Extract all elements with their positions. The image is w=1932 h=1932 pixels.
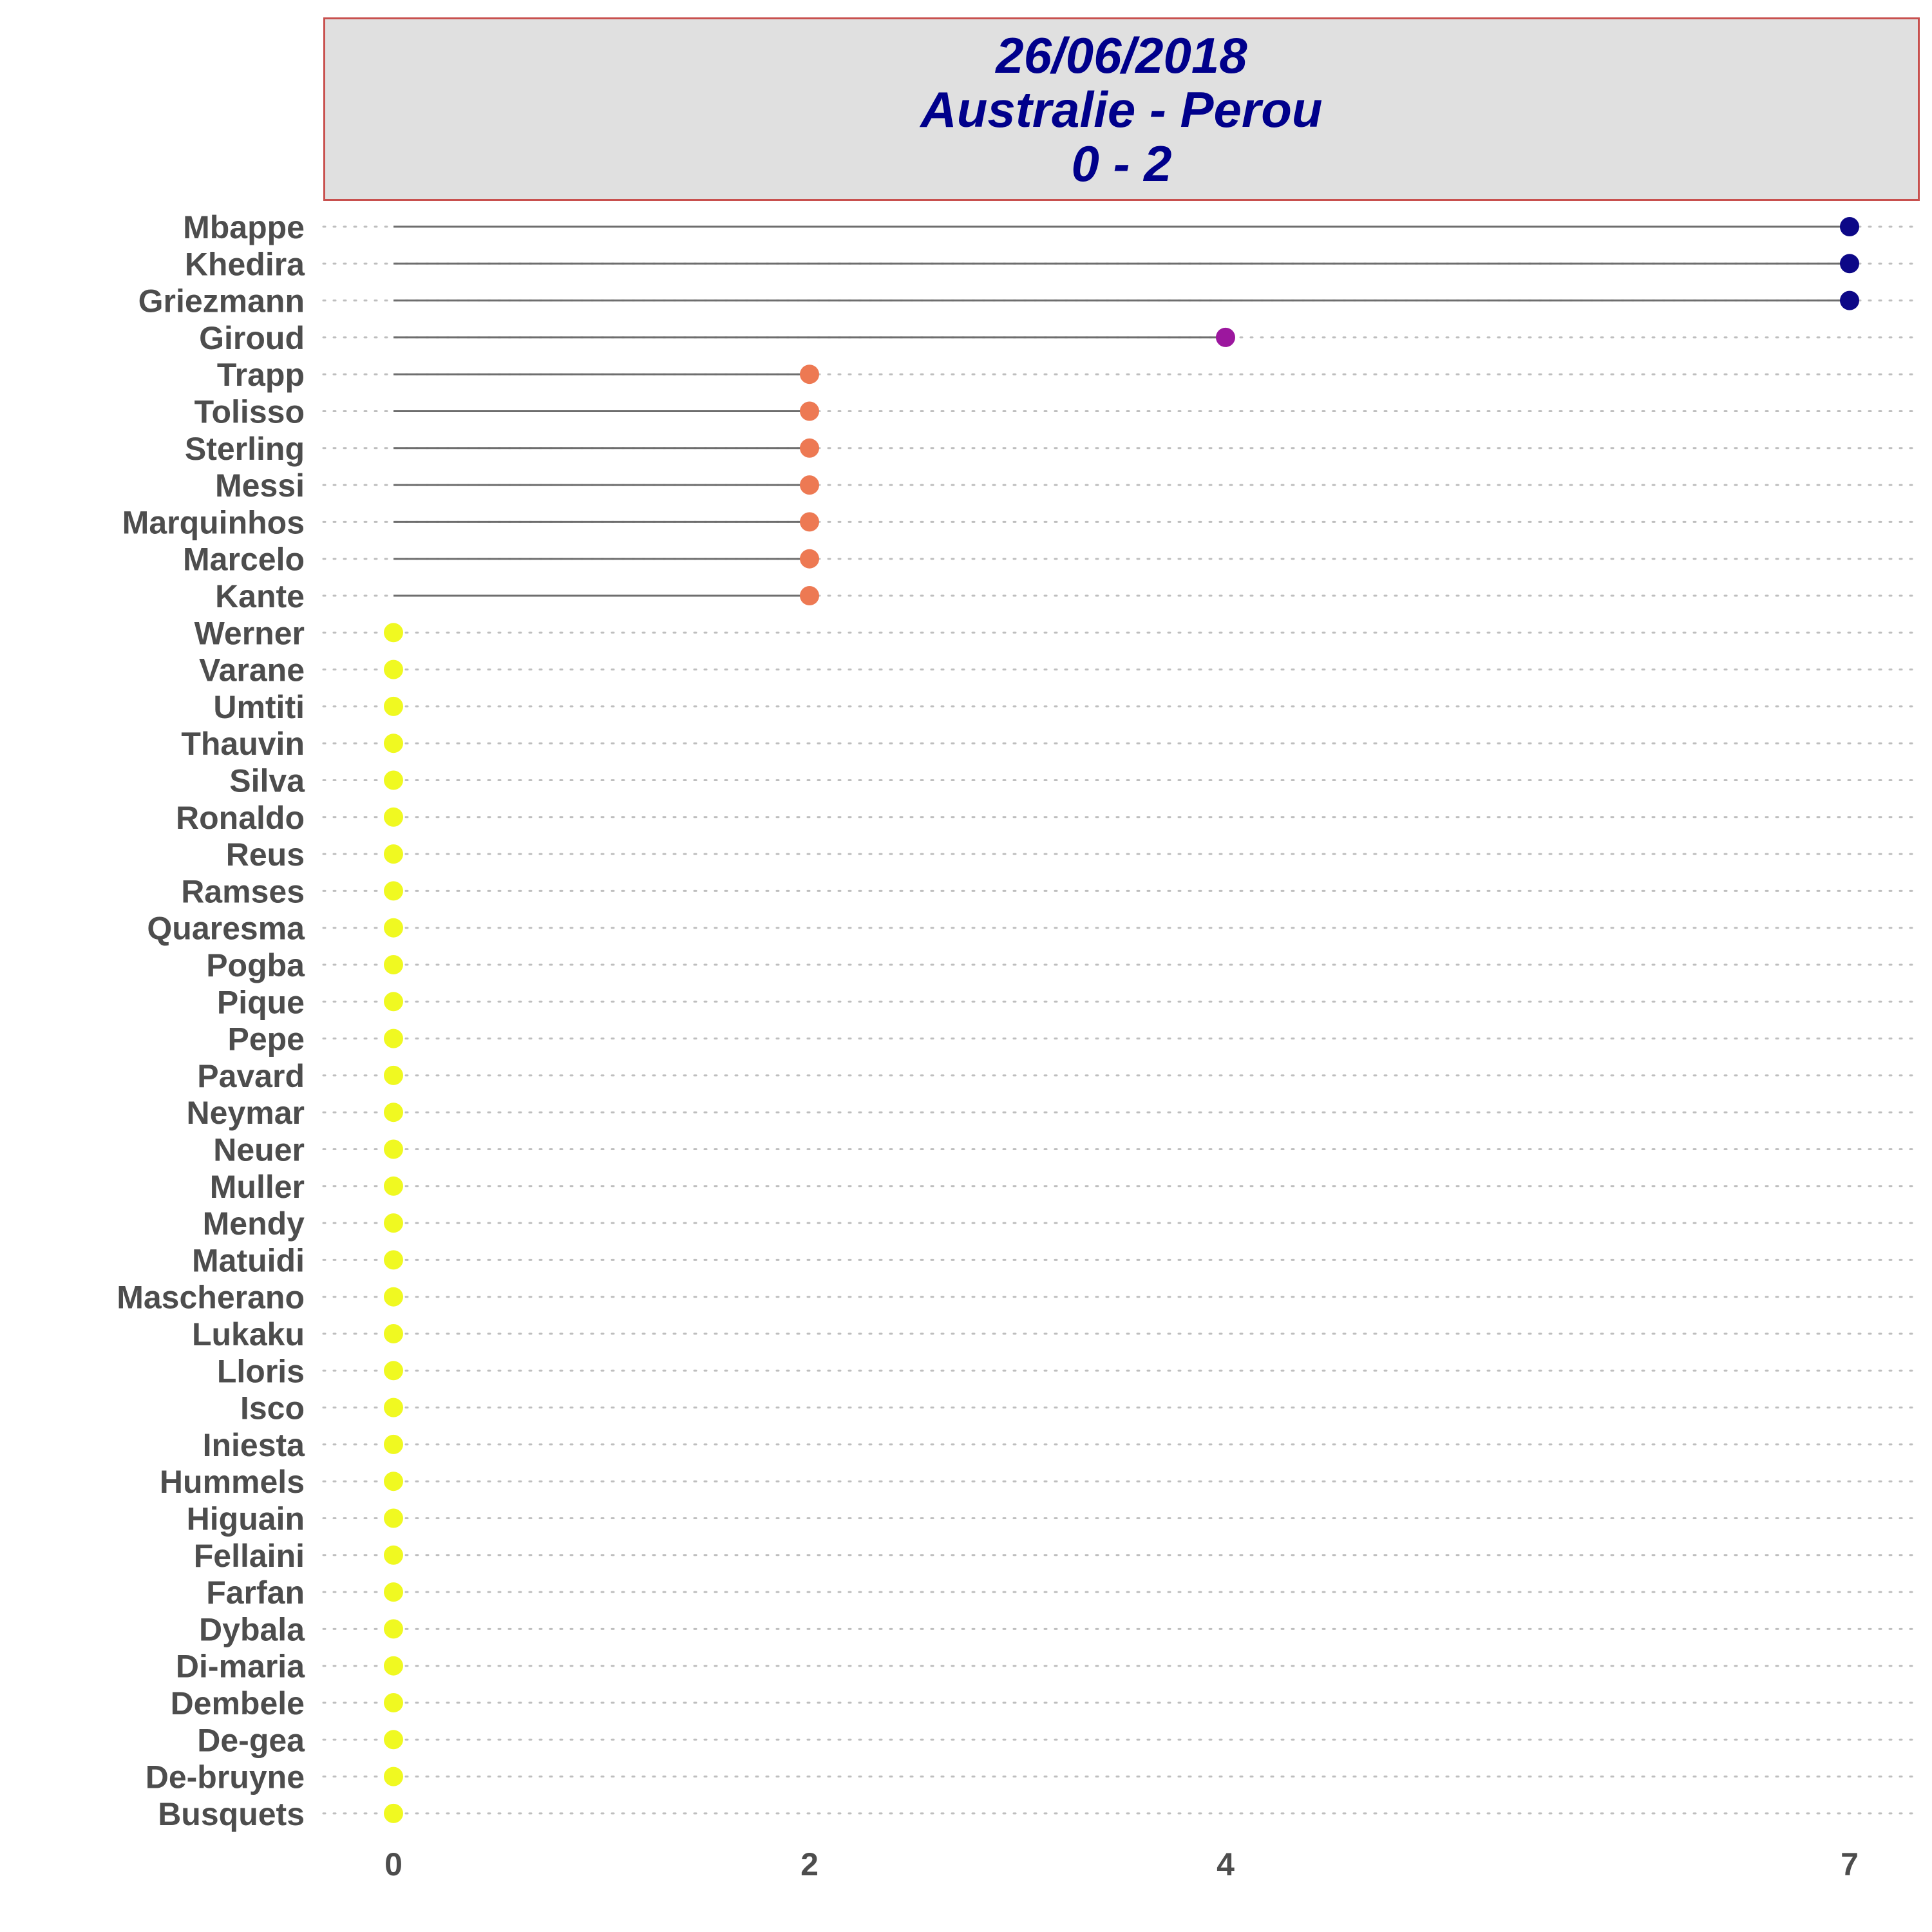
point-fellaini xyxy=(384,1545,403,1565)
y-label-de-bruyne: De-bruyne xyxy=(146,1759,305,1795)
point-griezmann xyxy=(1840,290,1859,310)
point-messi xyxy=(800,475,819,495)
point-de-bruyne xyxy=(384,1766,403,1786)
point-dembele xyxy=(384,1693,403,1712)
y-label-trapp: Trapp xyxy=(217,357,305,393)
y-label-ramses: Ramses xyxy=(181,873,305,909)
point-iniesta xyxy=(384,1434,403,1454)
y-label-sterling: Sterling xyxy=(185,431,305,467)
y-label-matuidi: Matuidi xyxy=(192,1242,305,1278)
point-pique xyxy=(384,992,403,1012)
point-higuain xyxy=(384,1508,403,1528)
point-de-gea xyxy=(384,1730,403,1750)
y-label-thauvin: Thauvin xyxy=(181,726,305,762)
y-label-ronaldo: Ronaldo xyxy=(176,800,305,836)
chart-title-date: 26/06/2018 xyxy=(996,26,1247,84)
chart-title-box: 26/06/2018 Australie - Perou 0 - 2 xyxy=(323,17,1920,201)
point-matuidi xyxy=(384,1250,403,1270)
y-label-werner: Werner xyxy=(194,615,305,651)
y-label-griezmann: Griezmann xyxy=(138,283,305,319)
y-label-mascherano: Mascherano xyxy=(117,1280,305,1316)
point-ronaldo xyxy=(384,807,403,827)
y-label-umtiti: Umtiti xyxy=(213,689,305,725)
point-kante xyxy=(800,586,819,605)
point-lloris xyxy=(384,1361,403,1381)
y-label-muller: Muller xyxy=(210,1169,305,1205)
point-di-maria xyxy=(384,1656,403,1676)
point-neuer xyxy=(384,1139,403,1159)
x-tick-2: 2 xyxy=(800,1846,819,1882)
y-label-higuain: Higuain xyxy=(187,1501,305,1537)
y-label-marquinhos: Marquinhos xyxy=(122,504,305,540)
point-mendy xyxy=(384,1213,403,1233)
point-lukaku xyxy=(384,1324,403,1343)
y-label-pique: Pique xyxy=(217,984,305,1020)
point-farfan xyxy=(384,1582,403,1602)
point-tolisso xyxy=(800,401,819,421)
point-umtiti xyxy=(384,696,403,716)
y-label-neymar: Neymar xyxy=(187,1095,305,1131)
point-werner xyxy=(384,623,403,643)
y-label-mendy: Mendy xyxy=(203,1206,305,1242)
y-label-silva: Silva xyxy=(229,763,305,799)
y-label-busquets: Busquets xyxy=(158,1796,305,1832)
point-marquinhos xyxy=(800,512,819,532)
y-label-farfan: Farfan xyxy=(206,1575,305,1611)
point-muller xyxy=(384,1176,403,1196)
point-quaresma xyxy=(384,918,403,938)
point-trapp xyxy=(800,365,819,384)
y-label-messi: Messi xyxy=(215,468,305,504)
point-pepe xyxy=(384,1028,403,1048)
y-label-pavard: Pavard xyxy=(197,1058,305,1094)
y-label-neuer: Neuer xyxy=(213,1132,305,1168)
y-label-lukaku: Lukaku xyxy=(192,1316,305,1352)
chart-title-match: Australie - Perou xyxy=(920,80,1323,138)
point-giroud xyxy=(1216,327,1235,347)
point-khedira xyxy=(1840,254,1859,274)
y-label-kante: Kante xyxy=(215,578,305,614)
point-pavard xyxy=(384,1065,403,1085)
x-tick-7: 7 xyxy=(1841,1846,1859,1882)
y-label-tolisso: Tolisso xyxy=(194,394,305,430)
point-pogba xyxy=(384,955,403,974)
point-thauvin xyxy=(384,734,403,753)
point-silva xyxy=(384,770,403,790)
y-label-marcelo: Marcelo xyxy=(183,542,305,578)
y-label-de-gea: De-gea xyxy=(197,1722,305,1758)
y-label-isco: Isco xyxy=(240,1390,305,1426)
point-varane xyxy=(384,659,403,679)
point-neymar xyxy=(384,1103,403,1122)
y-label-pogba: Pogba xyxy=(206,947,305,983)
x-tick-4: 4 xyxy=(1217,1846,1235,1882)
y-label-lloris: Lloris xyxy=(217,1353,305,1389)
y-label-mbappe: Mbappe xyxy=(183,209,305,245)
x-tick-0: 0 xyxy=(384,1846,402,1882)
point-busquets xyxy=(384,1803,403,1823)
point-hummels xyxy=(384,1472,403,1492)
point-dybala xyxy=(384,1619,403,1639)
point-marcelo xyxy=(800,549,819,569)
point-reus xyxy=(384,844,403,864)
y-label-pepe: Pepe xyxy=(227,1021,305,1057)
y-label-dembele: Dembele xyxy=(171,1685,305,1721)
y-label-varane: Varane xyxy=(199,652,305,688)
y-label-reus: Reus xyxy=(226,837,305,873)
y-label-quaresma: Quaresma xyxy=(147,911,305,947)
y-label-fellaini: Fellaini xyxy=(194,1538,305,1574)
point-ramses xyxy=(384,881,403,901)
y-label-hummels: Hummels xyxy=(160,1464,305,1500)
y-label-di-maria: Di-maria xyxy=(176,1649,305,1685)
y-label-iniesta: Iniesta xyxy=(203,1427,306,1463)
y-label-dybala: Dybala xyxy=(199,1611,305,1647)
y-label-khedira: Khedira xyxy=(185,246,305,282)
y-label-giroud: Giroud xyxy=(199,320,305,356)
chart-title-score: 0 - 2 xyxy=(1071,135,1172,192)
point-sterling xyxy=(800,438,819,458)
point-mascherano xyxy=(384,1287,403,1307)
point-mbappe xyxy=(1840,217,1859,236)
point-isco xyxy=(384,1397,403,1417)
